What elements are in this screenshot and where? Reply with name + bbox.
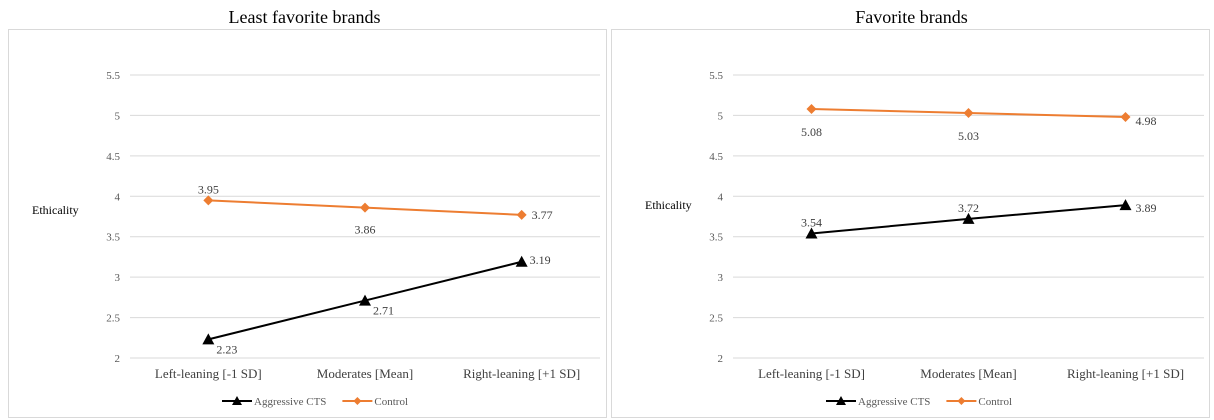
data-label: 3.95 <box>198 182 219 196</box>
y-tick-label: 2 <box>718 353 724 365</box>
legend-label: Control <box>374 396 408 408</box>
data-point-triangle <box>805 227 818 239</box>
data-point-diamond <box>1120 112 1131 123</box>
chart-panel-favorite: Favorite brands 2 2.5 3 3.5 4 4.5 5 5.5 Ethicali… <box>609 0 1214 420</box>
data-label: 4.98 <box>1136 114 1157 128</box>
y-tick-label: 3 <box>115 272 121 284</box>
data-point-diamond <box>806 103 817 114</box>
chart-title: Favorite brands <box>855 7 968 27</box>
legend-marker-triangle <box>232 396 242 405</box>
data-point-triangle <box>202 333 215 345</box>
y-tick-label: 2.5 <box>709 313 723 325</box>
y-axis-label: Ethicality <box>645 198 692 212</box>
legend-label: Control <box>978 396 1012 408</box>
y-tick-label: 4 <box>718 191 724 203</box>
data-point-diamond <box>963 108 974 119</box>
chart-plot-least-favorite: 2 2.5 3 3.5 4 4.5 5 5.5 Ethicality Left-leaning [… <box>32 70 600 408</box>
x-tick-label: Moderates [Mean] <box>920 366 1016 381</box>
y-tick-label: 3.5 <box>709 232 723 244</box>
chart-title: Least favorite brands <box>228 7 381 27</box>
legend-marker-diamond <box>957 397 966 405</box>
chart-frame <box>611 29 1210 418</box>
chart-frame <box>8 29 607 418</box>
y-tick-label: 4.5 <box>106 151 120 163</box>
y-tick-label: 5.5 <box>709 70 723 82</box>
legend-label: Aggressive CTS <box>254 396 326 408</box>
y-tick-label: 4 <box>115 191 121 203</box>
y-tick-label: 5 <box>115 110 121 122</box>
data-label: 3.86 <box>355 223 376 237</box>
data-point-triangle <box>515 255 528 267</box>
data-point-diamond <box>360 202 370 213</box>
y-tick-label: 4.5 <box>709 151 723 163</box>
y-tick-label: 3.5 <box>106 232 120 244</box>
data-label: 3.77 <box>532 208 553 222</box>
x-tick-label: Left-leaning [-1 SD] <box>758 366 865 381</box>
y-tick-label: 5.5 <box>106 70 120 82</box>
y-tick-label: 5 <box>718 110 724 122</box>
y-tick-label: 3 <box>718 272 724 284</box>
legend-marker-diamond <box>353 397 362 405</box>
y-tick-label: 2 <box>115 353 121 365</box>
x-tick-label: Moderates [Mean] <box>317 366 413 381</box>
x-tick-label: Right-leaning [+1 SD] <box>463 366 580 381</box>
data-label: 5.08 <box>801 125 822 139</box>
data-label: 3.54 <box>801 215 822 229</box>
chart-panel-least-favorite: Least favorite brands 2 2.5 3 3.5 4 4.5 5 5.5 Et… <box>8 7 607 418</box>
data-point-triangle <box>962 212 975 224</box>
data-point-triangle <box>1119 199 1132 211</box>
y-tick-label: 2.5 <box>106 313 120 325</box>
data-label: 2.71 <box>373 304 394 318</box>
data-label: 5.03 <box>958 129 979 143</box>
x-tick-label: Right-leaning [+1 SD] <box>1067 366 1184 381</box>
y-axis-label: Ethicality <box>32 203 79 217</box>
data-label: 3.72 <box>958 201 979 215</box>
data-point-diamond <box>203 195 214 206</box>
x-tick-label: Left-leaning [-1 SD] <box>155 366 262 381</box>
data-label: 3.89 <box>1136 201 1157 215</box>
data-point-triangle <box>359 294 371 306</box>
data-point-diamond <box>516 209 527 220</box>
data-label: 2.23 <box>216 342 237 356</box>
legend-label: Aggressive CTS <box>858 396 930 408</box>
legend-marker-triangle <box>836 396 846 405</box>
data-label: 3.19 <box>530 253 551 267</box>
